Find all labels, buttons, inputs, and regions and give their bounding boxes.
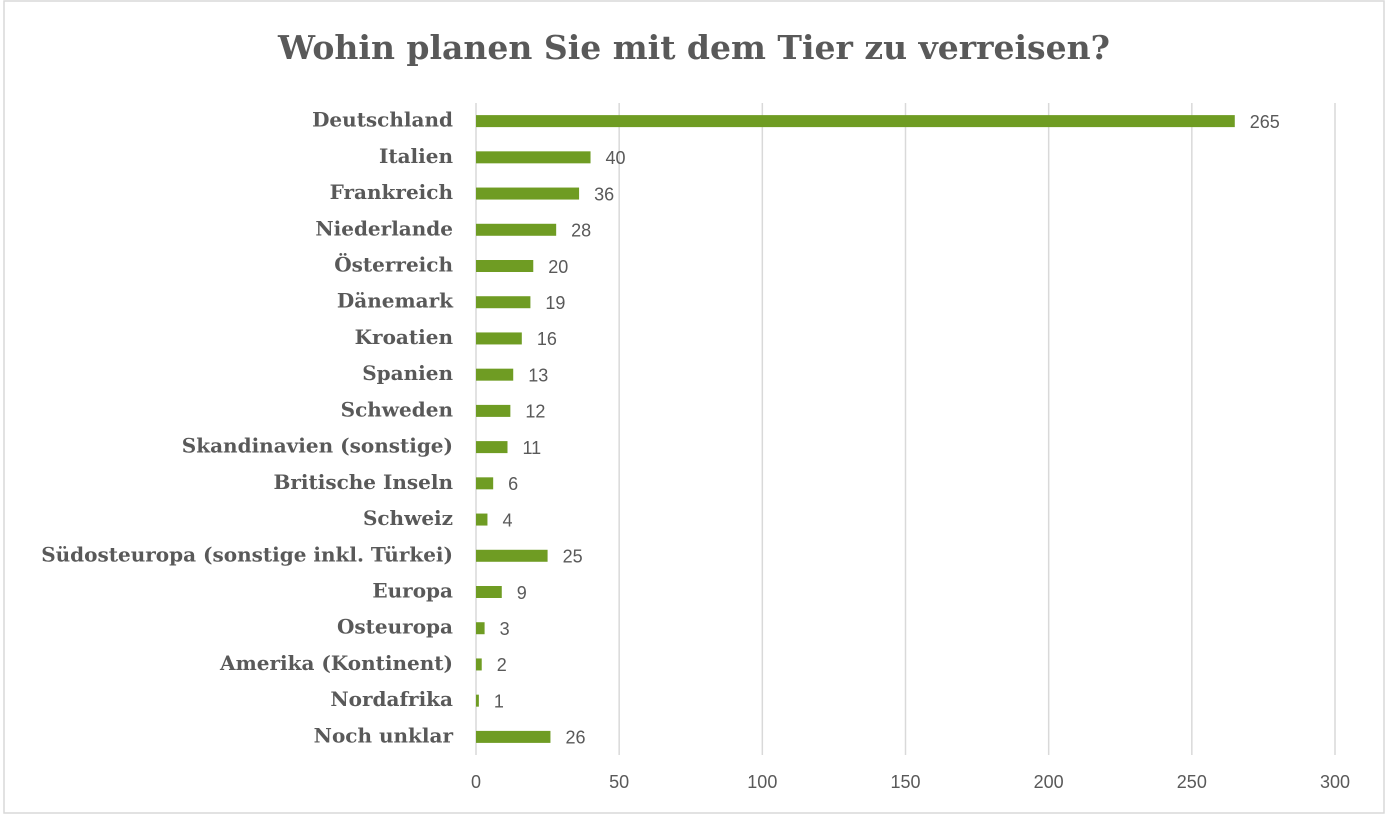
y-tick-label: Nordafrika — [330, 687, 453, 711]
bar — [476, 441, 508, 454]
data-label: 16 — [537, 329, 557, 349]
data-label: 11 — [522, 438, 541, 458]
chart-title: Wohin planen Sie mit dem Tier zu verreis… — [277, 28, 1110, 67]
data-label: 26 — [565, 728, 585, 748]
data-label: 25 — [563, 547, 583, 567]
data-label: 3 — [500, 619, 510, 639]
y-tick-label: Italien — [379, 144, 453, 168]
bar — [476, 187, 580, 200]
data-label: 20 — [548, 257, 568, 277]
bar — [476, 513, 488, 526]
y-tick-label: Südosteuropa (sonstige inkl. Türkei) — [41, 542, 453, 566]
x-tick-label: 50 — [609, 772, 629, 792]
y-tick-label: Dänemark — [337, 289, 454, 313]
bar — [476, 730, 551, 743]
bar — [476, 694, 479, 707]
data-label: 36 — [594, 184, 614, 204]
data-label: 9 — [517, 583, 527, 603]
x-tick-label: 300 — [1320, 772, 1350, 792]
data-label: 4 — [502, 510, 512, 530]
data-label: 13 — [528, 365, 548, 385]
y-tick-label: Osteuropa — [337, 615, 453, 639]
chart-border — [3, 0, 1385, 814]
bar — [476, 151, 591, 164]
bar — [476, 368, 514, 381]
bar — [476, 658, 482, 671]
bar — [476, 404, 511, 417]
y-tick-label: Skandinavien (sonstige) — [182, 434, 453, 458]
x-tick-label: 100 — [747, 772, 777, 792]
y-tick-label: Amerika (Kontinent) — [219, 651, 453, 675]
x-tick-label: 250 — [1177, 772, 1207, 792]
y-tick-label: Spanien — [362, 361, 453, 385]
y-tick-label: Frankreich — [330, 180, 454, 204]
y-tick-label: Deutschland — [312, 108, 453, 132]
bar — [476, 115, 1235, 128]
data-label: 1 — [494, 691, 504, 711]
y-tick-label: Schweiz — [363, 506, 453, 530]
data-label: 6 — [508, 474, 518, 494]
bar — [476, 223, 557, 236]
y-tick-label: Noch unklar — [314, 723, 454, 747]
data-label: 2 — [497, 655, 507, 675]
y-tick-label: Schweden — [341, 397, 454, 421]
bar — [476, 260, 534, 272]
bar — [476, 622, 485, 635]
x-tick-label: 150 — [890, 772, 920, 792]
data-label: 265 — [1250, 112, 1280, 132]
data-label: 19 — [545, 293, 565, 313]
data-label: 40 — [606, 148, 626, 168]
x-tick-label: 200 — [1034, 772, 1064, 792]
bar — [476, 296, 531, 309]
bar — [476, 549, 548, 562]
data-label: 12 — [525, 402, 545, 422]
bar — [476, 477, 494, 490]
y-tick-label: Niederlande — [315, 216, 453, 240]
y-tick-label: Kroatien — [355, 325, 454, 349]
y-tick-label: Britische Inseln — [273, 470, 453, 494]
x-tick-label: 0 — [471, 772, 481, 792]
data-label: 28 — [571, 221, 591, 241]
bar — [476, 332, 522, 345]
y-tick-label: Europa — [372, 579, 453, 603]
y-tick-label: Österreich — [334, 252, 453, 277]
bar — [476, 586, 502, 598]
